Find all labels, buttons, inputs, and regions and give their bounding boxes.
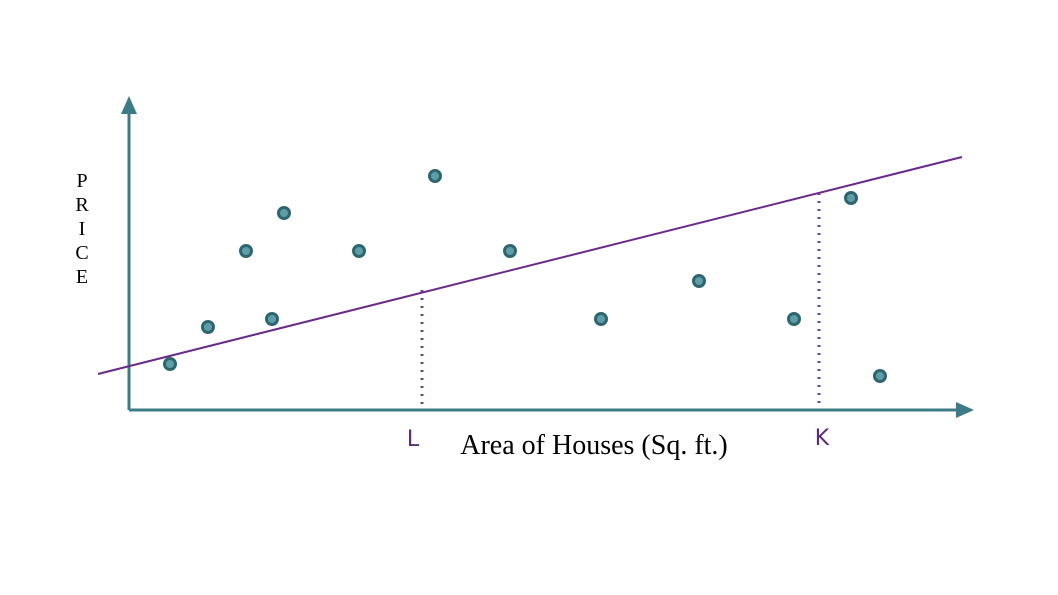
- marker-label: K: [815, 426, 830, 451]
- point: [844, 191, 858, 205]
- point: [594, 312, 608, 326]
- axes: [121, 96, 974, 418]
- points: [163, 169, 887, 383]
- y-arrow: [121, 96, 137, 114]
- y-axis-label: PRICE: [71, 170, 93, 290]
- marker-label: L: [407, 427, 420, 452]
- point: [428, 169, 442, 183]
- x-axis-label: Area of Houses (Sq. ft.): [460, 430, 728, 461]
- point: [277, 206, 291, 220]
- point: [503, 244, 517, 258]
- point: [352, 244, 366, 258]
- point: [873, 369, 887, 383]
- regression-line: [97, 156, 963, 375]
- point: [163, 357, 177, 371]
- point: [239, 244, 253, 258]
- point: [787, 312, 801, 326]
- point: [692, 274, 706, 288]
- point: [265, 312, 279, 326]
- point: [201, 320, 215, 334]
- x-arrow: [956, 402, 974, 418]
